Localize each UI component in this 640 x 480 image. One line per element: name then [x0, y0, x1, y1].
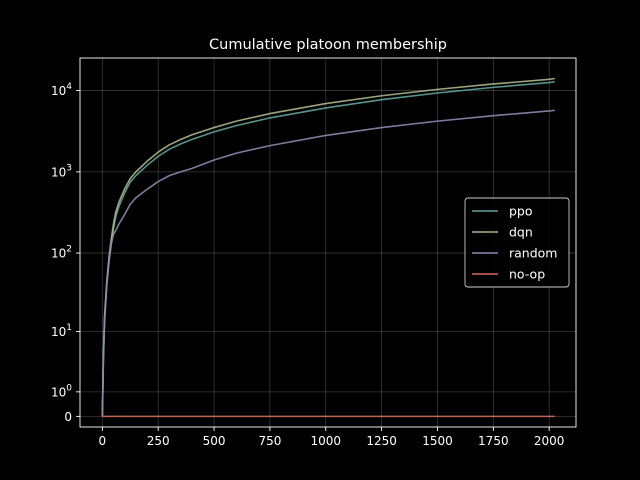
- series-layer: [101, 77, 555, 418]
- x-tick-label: 500: [203, 434, 226, 448]
- x-tick-label: 1250: [366, 434, 397, 448]
- legend-label-no-op: no-op: [509, 267, 545, 282]
- x-axis: 0 250 500 750 1000 1250 1500 1750 2000: [99, 427, 565, 448]
- x-tick-label: 250: [147, 434, 170, 448]
- legend-box: [464, 197, 570, 288]
- y-tick-label: 103: [51, 163, 72, 179]
- x-tick-label: 1750: [478, 434, 509, 448]
- legend: ppo dqn random no-op: [464, 197, 570, 288]
- y-tick-label: 0: [64, 410, 72, 424]
- series-line-random: [101, 109, 555, 417]
- y-axis: 0 100 101 102 103 104: [51, 82, 80, 424]
- x-tick-label: 1500: [422, 434, 453, 448]
- x-tick-label: 0: [99, 434, 107, 448]
- chart-title: Cumulative platoon membership: [209, 37, 447, 53]
- y-tick-label: 101: [51, 323, 72, 339]
- y-tick-label: 104: [51, 82, 72, 98]
- y-tick-label: 102: [51, 245, 72, 261]
- legend-label-dqn: dqn: [509, 225, 533, 240]
- x-tick-label: 750: [258, 434, 281, 448]
- x-tick-label: 2000: [534, 434, 565, 448]
- y-tick-label: 100: [51, 383, 72, 399]
- legend-label-random: random: [509, 246, 557, 261]
- legend-label-ppo: ppo: [509, 204, 533, 219]
- plot-frame: [79, 57, 577, 428]
- x-tick-label: 1000: [310, 434, 341, 448]
